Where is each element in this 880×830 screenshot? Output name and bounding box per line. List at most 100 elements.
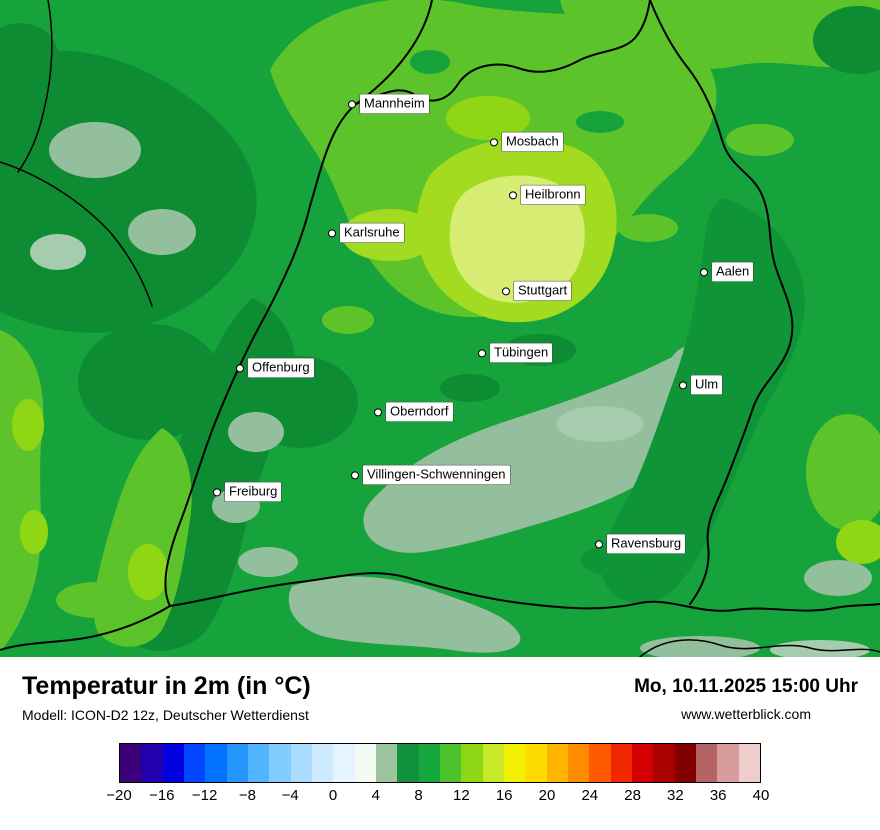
city-marker: Stuttgart xyxy=(502,281,572,301)
terrain-shading xyxy=(0,0,880,657)
city-layer: Mannheim Mosbach Heilbronn Karlsruhe Aalen St… xyxy=(213,94,754,554)
colorbar-segment xyxy=(333,743,355,782)
city-dot xyxy=(700,268,708,276)
city-marker: Tübingen xyxy=(478,343,553,363)
colorbar-segment xyxy=(354,743,376,782)
city-label: Villingen-Schwenningen xyxy=(363,465,510,485)
colorbar-section: −20 −16 −12 −8 −4 0 4 8 12 16 20 24 28 32 36 40 xyxy=(106,742,769,809)
map-title: Temperatur in 2m (in °C) xyxy=(22,672,311,700)
colorbar-tick-label: −12 xyxy=(191,786,218,804)
colorbar-segment xyxy=(375,743,398,782)
colorbar-tick-label: 36 xyxy=(709,786,727,804)
colorbar-segment xyxy=(610,743,632,782)
colorbar-segment xyxy=(653,743,675,782)
city-label: Oberndorf xyxy=(386,402,453,422)
city-label: Karlsruhe xyxy=(340,223,404,243)
city-label: Mannheim xyxy=(360,94,429,114)
temperature-map: Mannheim Mosbach Heilbronn Karlsruhe Aalen St… xyxy=(0,0,880,657)
colorbar-tick-label: 12 xyxy=(453,786,470,804)
city-marker: Ravensburg xyxy=(595,534,686,554)
footer-right: Mo, 10.11.2025 15:00 Uhr www.wetterblick… xyxy=(634,673,858,722)
colorbar-segment xyxy=(738,743,760,782)
colorbar-segment xyxy=(397,743,419,782)
colorbar-segment xyxy=(247,743,270,782)
colorbar-segment xyxy=(120,743,142,782)
colorbar-segment xyxy=(674,743,696,782)
colorbar-segment xyxy=(461,743,483,782)
footer: Temperatur in 2m (in °C) Modell: ICON-D2… xyxy=(0,657,880,723)
city-label: Ravensburg xyxy=(607,534,686,554)
city-label: Tübingen xyxy=(490,343,553,363)
city-label: Stuttgart xyxy=(514,281,572,301)
colorbar-tick-label: 8 xyxy=(414,786,423,804)
colorbar-segment xyxy=(226,743,248,782)
colorbar-tick-label: −4 xyxy=(281,786,299,804)
colorbar-segment xyxy=(205,743,227,782)
city-label: Freiburg xyxy=(225,482,282,502)
colorbar-segment xyxy=(525,743,547,782)
city-label: Mosbach xyxy=(502,132,563,152)
colorbar-tick-label: 4 xyxy=(371,786,380,804)
model-info: Modell: ICON-D2 12z, Deutscher Wetterdie… xyxy=(22,706,309,723)
map-canvas xyxy=(0,0,880,657)
city-marker: Mannheim xyxy=(348,94,429,114)
colorbar-segment xyxy=(290,743,312,782)
colorbar-tick-label: −16 xyxy=(149,786,175,804)
colorbar-segment xyxy=(503,743,526,782)
city-dot xyxy=(595,540,603,548)
city-dot xyxy=(478,349,486,357)
website-label: www.wetterblick.com xyxy=(681,706,811,722)
city-dot xyxy=(351,471,359,479)
city-dot xyxy=(509,191,517,199)
colorbar-segment xyxy=(717,743,739,782)
colorbar-segment xyxy=(695,743,718,782)
colorbar-tick-label: −20 xyxy=(106,786,132,804)
city-label: Offenburg xyxy=(248,358,314,378)
city-marker: Heilbronn xyxy=(509,185,585,205)
city-marker: Ulm xyxy=(679,375,723,395)
border-lines xyxy=(0,0,880,657)
city-dot xyxy=(490,138,498,146)
colorbar-tick-label: 32 xyxy=(667,786,684,804)
colorbar-segment xyxy=(311,743,334,782)
city-marker: Offenburg xyxy=(236,358,314,378)
colorbar-segment xyxy=(482,743,504,782)
colorbar-tick-label: 28 xyxy=(624,786,641,804)
city-dot xyxy=(328,229,336,237)
colorbar xyxy=(119,742,761,783)
city-marker: Karlsruhe xyxy=(328,223,404,243)
city-marker: Aalen xyxy=(700,262,754,282)
colorbar-segment xyxy=(439,743,462,782)
city-dot xyxy=(679,381,687,389)
city-marker: Mosbach xyxy=(490,132,563,152)
city-dot xyxy=(348,100,356,108)
colorbar-segment xyxy=(589,743,611,782)
colorbar-tick-label: 40 xyxy=(752,786,770,804)
colorbar-segment xyxy=(269,743,291,782)
colorbar-tick-label: −8 xyxy=(238,786,256,804)
colorbar-segment xyxy=(567,743,590,782)
colorbar-ticks: −20 −16 −12 −8 −4 0 4 8 12 16 20 24 28 32 36 40 xyxy=(106,786,769,809)
city-dot xyxy=(236,364,244,372)
colorbar-tick-label: 20 xyxy=(538,786,556,804)
colorbar-tick-label: 16 xyxy=(495,786,513,804)
city-marker: Oberndorf xyxy=(374,402,453,422)
colorbar-segment xyxy=(162,743,184,782)
colorbar-segment xyxy=(631,743,654,782)
city-label: Heilbronn xyxy=(521,185,585,205)
colorbar-tick-label: 24 xyxy=(581,786,599,804)
city-dot xyxy=(374,408,382,416)
colorbar-segment xyxy=(183,743,206,782)
colorbar-segment xyxy=(546,743,568,782)
colorbar-tick-label: 0 xyxy=(328,786,338,804)
city-label: Aalen xyxy=(712,262,754,282)
colorbar-segment xyxy=(141,743,163,782)
colorbar-segment xyxy=(418,743,440,782)
datetime-label: Mo, 10.11.2025 15:00 Uhr xyxy=(634,676,858,697)
city-dot xyxy=(502,287,510,295)
footer-left: Temperatur in 2m (in °C) Modell: ICON-D2… xyxy=(22,672,311,723)
city-dot xyxy=(213,488,221,496)
city-marker: Villingen-Schwenningen xyxy=(351,465,510,485)
city-marker: Freiburg xyxy=(213,482,282,502)
city-label: Ulm xyxy=(691,375,723,395)
